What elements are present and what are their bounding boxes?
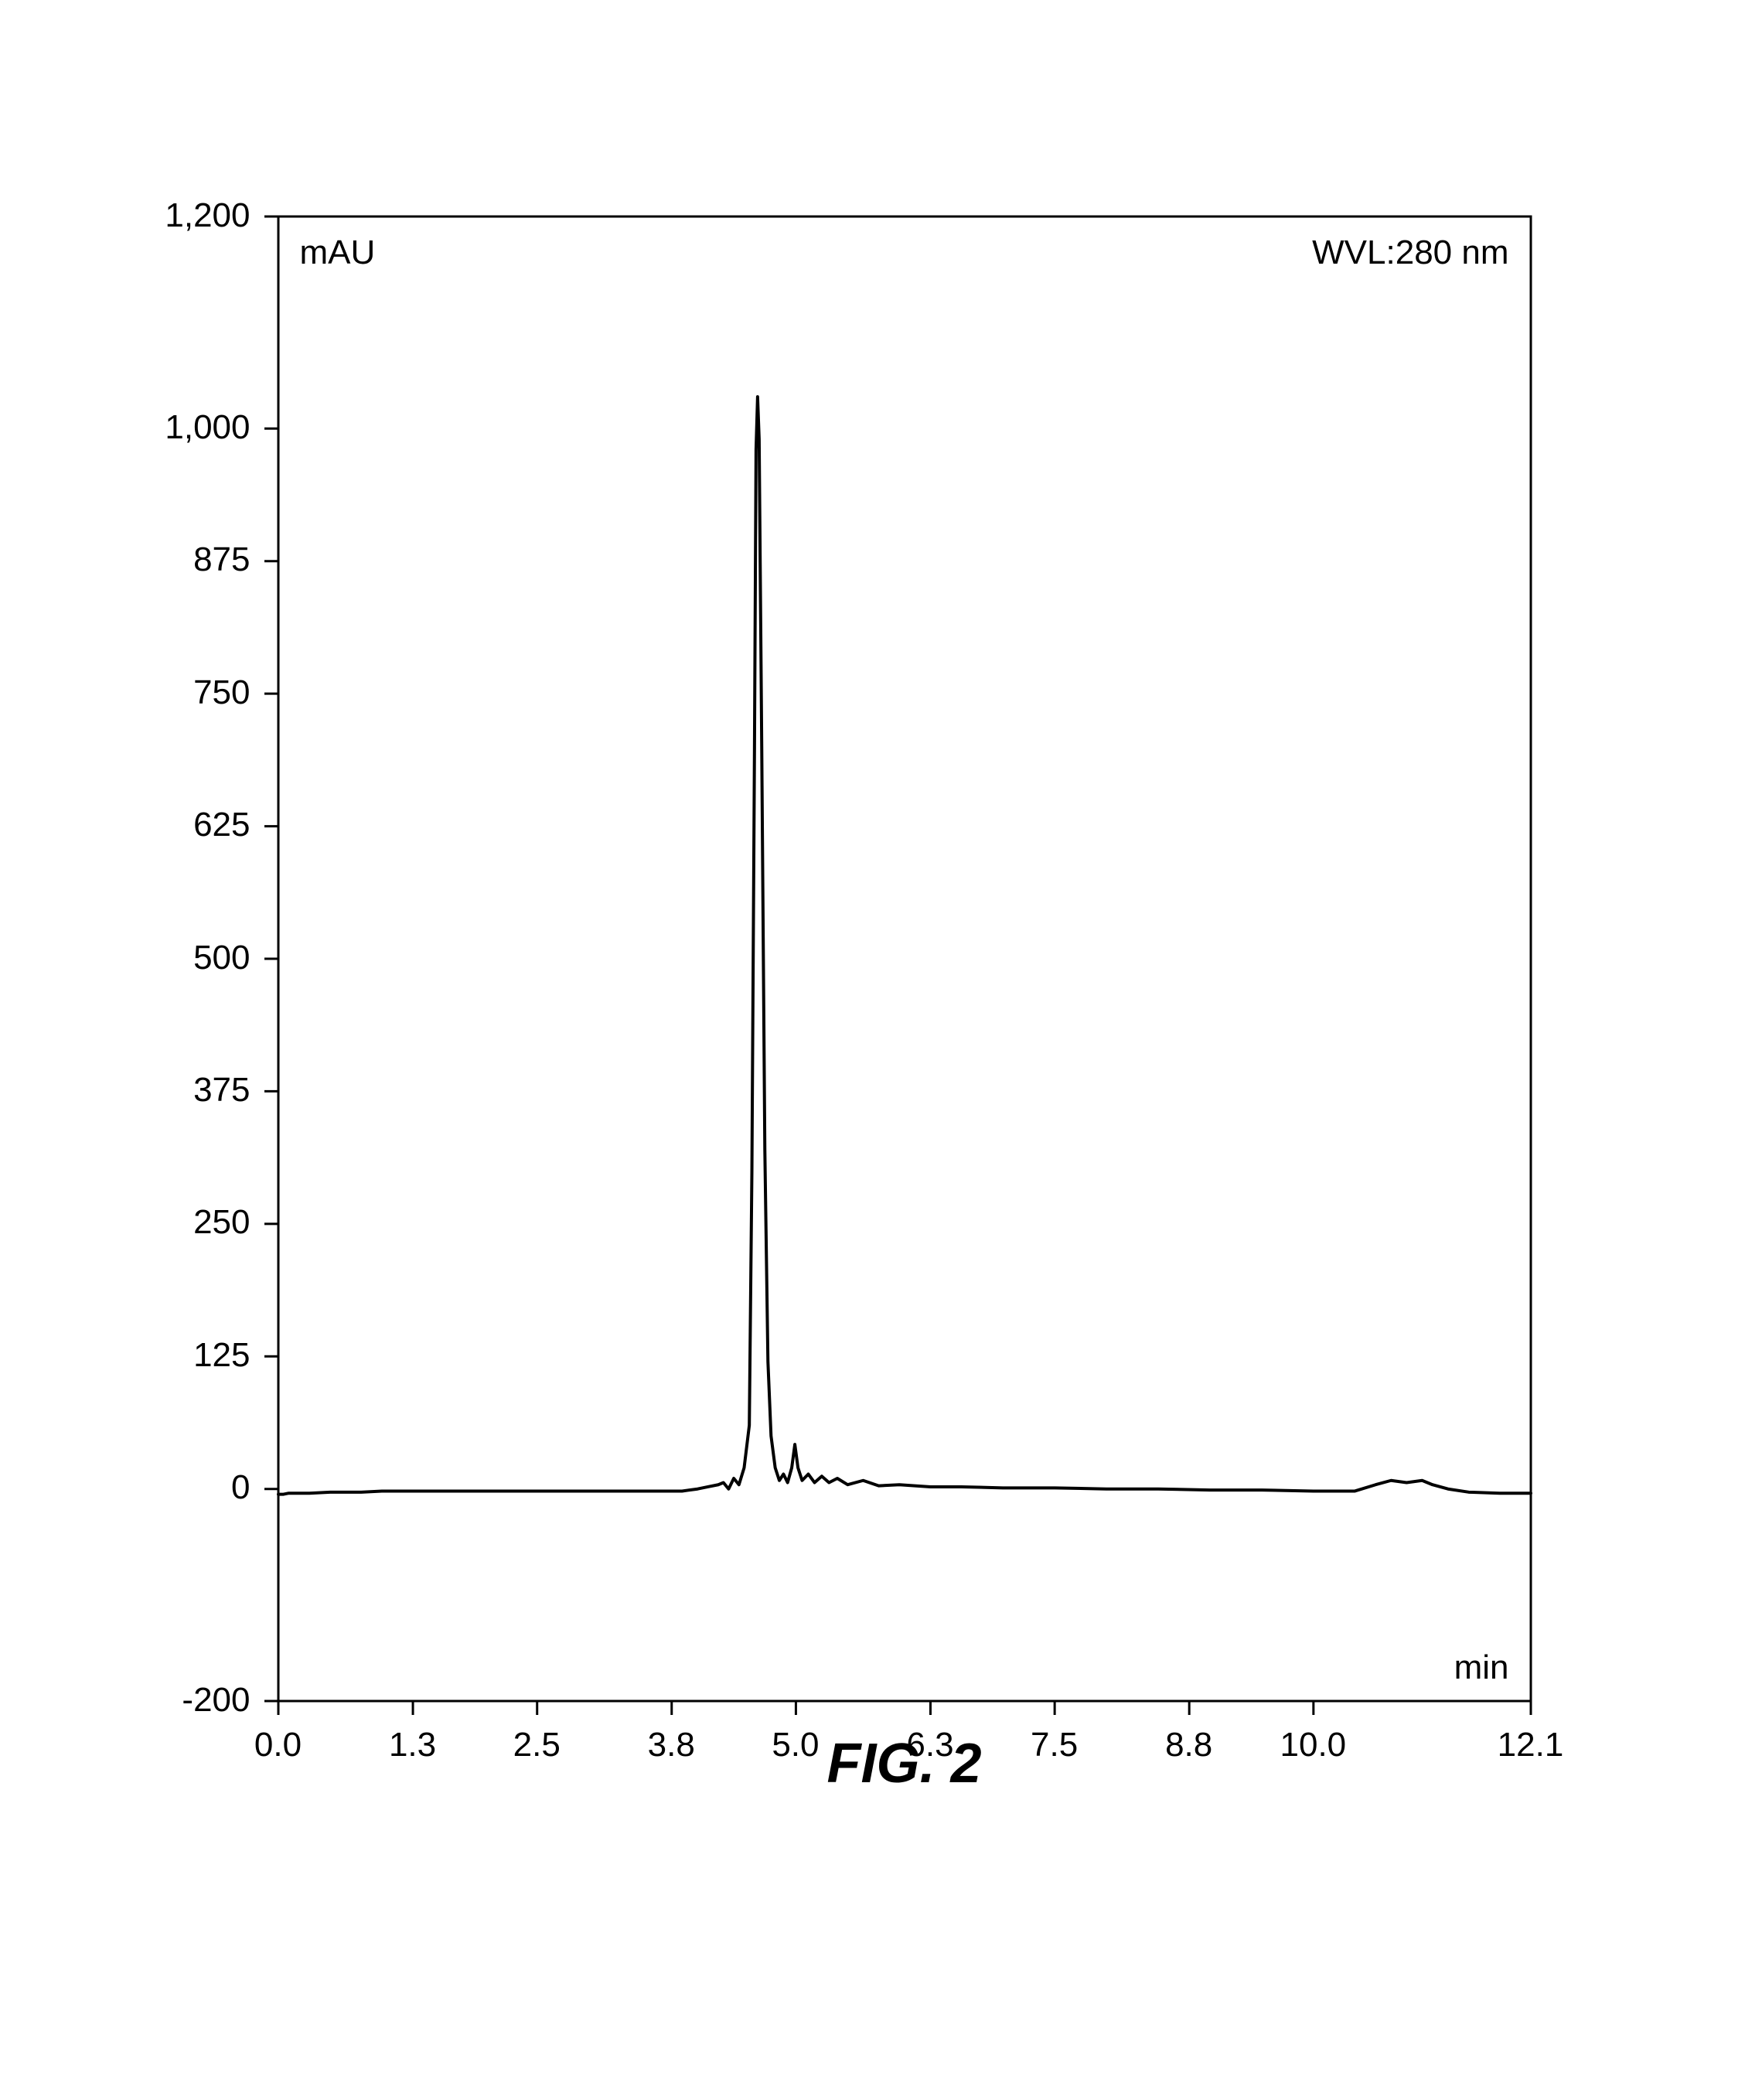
y-tick-label: 500	[193, 939, 250, 977]
y-tick-label: 1,000	[165, 408, 250, 447]
x-tick-label: 6.3	[906, 1726, 953, 1764]
x-tick-label: 1.3	[389, 1726, 436, 1764]
y-tick-label: 0	[231, 1468, 250, 1507]
y-tick-label: -200	[182, 1681, 250, 1720]
x-tick-label: 8.8	[1165, 1726, 1212, 1764]
y-tick-label: 250	[193, 1203, 250, 1242]
annotation-wvl: WVL:280 nm	[1312, 234, 1508, 272]
x-unit-label: min	[1454, 1648, 1509, 1687]
x-tick-label: 12.1	[1498, 1726, 1564, 1764]
y-tick-label: 125	[193, 1336, 250, 1375]
y-tick-label: 375	[193, 1071, 250, 1110]
x-tick-label: 5.0	[772, 1726, 819, 1764]
y-tick-label: 875	[193, 540, 250, 579]
x-tick-label: 3.8	[648, 1726, 695, 1764]
chromatogram-chart: mAU WVL:280 nm min -20001252503755006257…	[278, 216, 1531, 1701]
chart-svg	[278, 216, 1531, 1701]
x-tick-label: 10.0	[1280, 1726, 1347, 1764]
y-tick-label: 750	[193, 673, 250, 712]
x-tick-label: 0.0	[254, 1726, 302, 1764]
y-tick-label: 1,200	[165, 196, 250, 235]
x-tick-label: 7.5	[1031, 1726, 1078, 1764]
figure-caption: FIG. 2	[826, 1732, 981, 1795]
y-tick-label: 625	[193, 806, 250, 844]
x-tick-label: 2.5	[513, 1726, 561, 1764]
y-unit-label: mAU	[300, 234, 376, 272]
